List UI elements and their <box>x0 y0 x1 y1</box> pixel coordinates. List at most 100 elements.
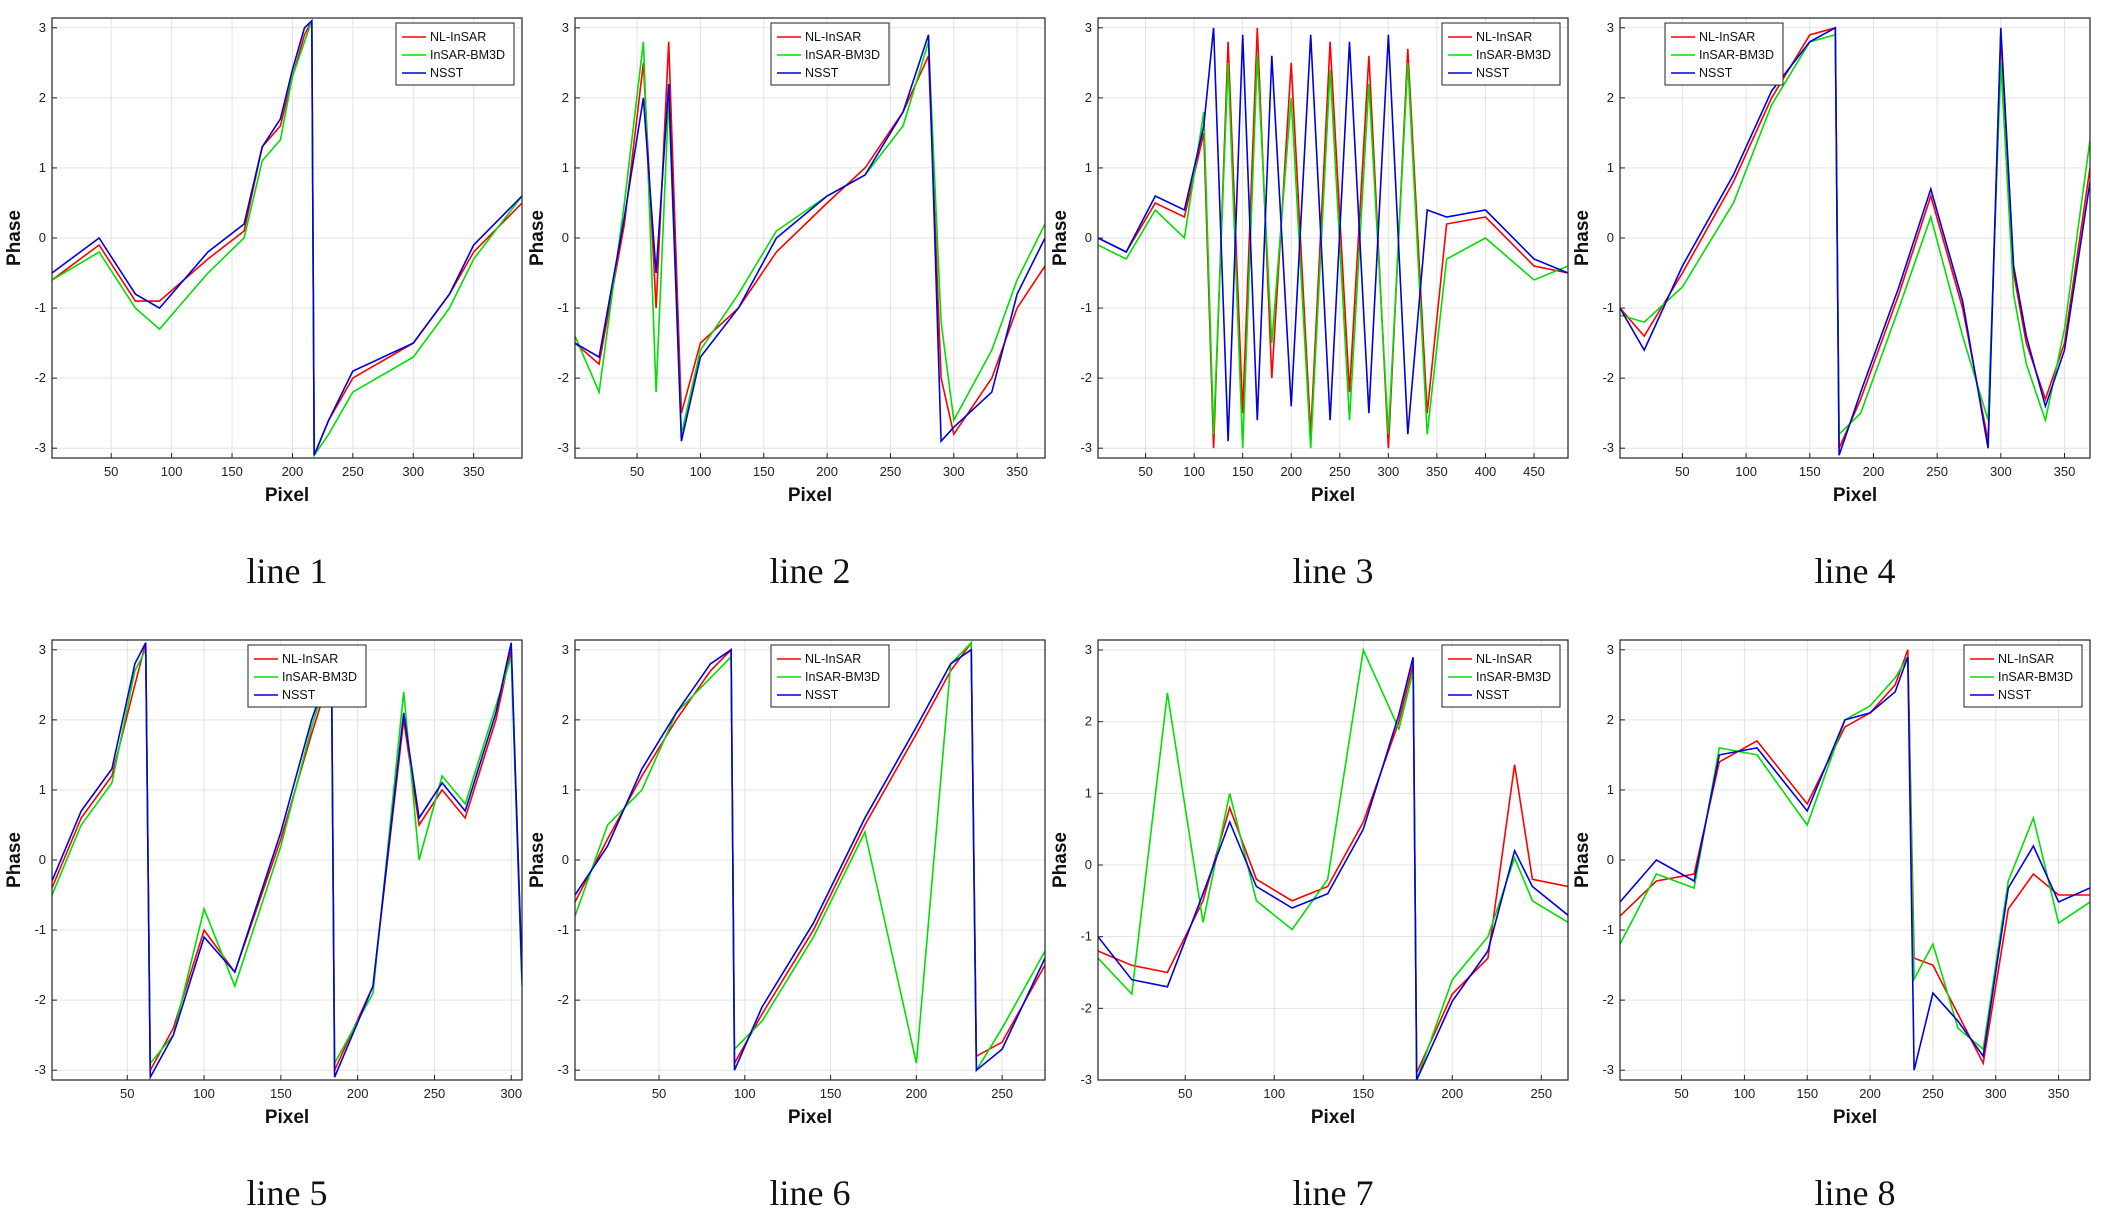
legend: NL-InSAR InSAR-BM3D NSST <box>1963 644 2083 708</box>
series-line-nsst <box>1620 26 2090 456</box>
x-tick-label: 150 <box>1799 464 1821 479</box>
x-tick-label: 200 <box>905 1086 927 1101</box>
y-tick-label: -2 <box>557 992 569 1007</box>
x-tick-label: 150 <box>820 1086 842 1101</box>
legend-label: NL-InSAR <box>805 652 861 666</box>
y-tick-label: 0 <box>1607 230 1614 245</box>
legend-label: InSAR-BM3D <box>1476 48 1551 62</box>
legend-label: NL-InSAR <box>1476 652 1532 666</box>
x-tick-label: 200 <box>1280 464 1302 479</box>
y-tick-label: -3 <box>557 440 569 455</box>
y-axis-title: Phase <box>527 832 548 888</box>
y-tick-label: -2 <box>1602 992 1614 1007</box>
x-axis-title: Pixel <box>1311 1107 1355 1128</box>
x-tick-label: 150 <box>221 464 243 479</box>
x-axis-title: Pixel <box>265 1107 309 1128</box>
y-tick-label: 1 <box>1085 160 1092 175</box>
x-tick-label: 150 <box>753 464 775 479</box>
y-tick-label: -2 <box>1080 370 1092 385</box>
chart-panel-4: 50 100 150 200 250 300 350 -3 -2 -1 0 1 2 3 Pixel Phase… <box>1572 17 2091 591</box>
x-axis-title: Pixel <box>1833 485 1877 506</box>
y-tick-label: 3 <box>562 20 569 35</box>
x-tick-label: 350 <box>2048 1086 2070 1101</box>
y-tick-label: 3 <box>39 642 46 657</box>
y-axis-title: Phase <box>4 832 25 888</box>
y-axis-title: Phase <box>1572 832 1593 888</box>
x-tick-label: 200 <box>816 464 838 479</box>
panel-caption: line 8 <box>1815 1173 1896 1213</box>
y-tick-label: -1 <box>557 922 569 937</box>
y-tick-label: 1 <box>1085 785 1092 800</box>
series-line-nsst <box>52 642 522 1080</box>
x-tick-label: 250 <box>991 1086 1013 1101</box>
legend-label: InSAR-BM3D <box>430 48 505 62</box>
x-tick-label: 350 <box>1006 464 1028 479</box>
legend: NL-InSAR InSAR-BM3D NSST <box>770 22 890 86</box>
legend: NL-InSAR InSAR-BM3D NSST <box>1441 22 1561 86</box>
x-tick-label: 150 <box>1232 464 1254 479</box>
x-axis-title: Pixel <box>1311 485 1355 506</box>
x-tick-label: 100 <box>1183 464 1205 479</box>
x-tick-label: 350 <box>2054 464 2076 479</box>
x-tick-label: 100 <box>1735 464 1757 479</box>
x-tick-label: 250 <box>1329 464 1351 479</box>
series-line-nl-insar <box>52 642 522 1074</box>
chart-panel-7: 50 100 150 200 250 -3 -2 -1 0 1 2 3 Pixel Phase NL-InS… <box>1050 639 1569 1213</box>
legend-label: InSAR-BM3D <box>282 670 357 684</box>
x-tick-label: 200 <box>1863 464 1885 479</box>
y-tick-label: -1 <box>1080 300 1092 315</box>
y-tick-label: -2 <box>1602 370 1614 385</box>
x-tick-label: 50 <box>1178 1086 1192 1101</box>
axes-box <box>1097 639 1569 1081</box>
y-tick-label: 3 <box>1085 20 1092 35</box>
x-axis-title: Pixel <box>788 1107 832 1128</box>
legend-label: NL-InSAR <box>282 652 338 666</box>
y-tick-label: 3 <box>1085 642 1092 657</box>
y-tick-label: 1 <box>39 160 46 175</box>
y-tick-label: 0 <box>1085 230 1092 245</box>
series-line-insar-bm3d <box>1620 33 2090 437</box>
legend-label: NSST <box>282 688 316 702</box>
legend-box <box>1963 644 2083 708</box>
x-tick-label: 100 <box>690 464 712 479</box>
legend: NL-InSAR InSAR-BM3D NSST <box>1664 22 1784 86</box>
panel-caption: line 6 <box>770 1173 851 1213</box>
y-tick-label: 0 <box>1607 852 1614 867</box>
x-tick-label: 200 <box>1441 1086 1463 1101</box>
legend-label: InSAR-BM3D <box>1476 670 1551 684</box>
x-axis-title: Pixel <box>788 485 832 506</box>
x-tick-label: 150 <box>1352 1086 1374 1101</box>
x-tick-label: 100 <box>1734 1086 1756 1101</box>
y-tick-label: -3 <box>1080 1072 1092 1087</box>
x-axis-title: Pixel <box>1833 1107 1877 1128</box>
x-tick-label: 150 <box>270 1086 292 1101</box>
x-tick-label: 100 <box>161 464 183 479</box>
chart-panel-2: 50 100 150 200 250 300 350 -3 -2 -1 0 1 2 3 Pixel Phase… <box>527 17 1046 591</box>
legend-box <box>1441 644 1561 708</box>
x-tick-label: 250 <box>342 464 364 479</box>
legend-label: NSST <box>805 688 839 702</box>
x-tick-label: 200 <box>347 1086 369 1101</box>
legend-label: NL-InSAR <box>805 30 861 44</box>
y-tick-label: -1 <box>557 300 569 315</box>
legend-label: NSST <box>430 66 464 80</box>
x-tick-label: 150 <box>1796 1086 1818 1101</box>
legend-label: InSAR-BM3D <box>805 670 880 684</box>
series-line-nsst <box>575 34 1045 444</box>
y-tick-label: 2 <box>562 90 569 105</box>
series-line-nsst <box>52 18 522 456</box>
legend-label: NL-InSAR <box>1476 30 1532 44</box>
y-tick-label: 2 <box>39 90 46 105</box>
y-tick-label: 1 <box>1607 782 1614 797</box>
y-tick-label: -2 <box>34 370 46 385</box>
legend-label: NSST <box>805 66 839 80</box>
y-tick-label: -3 <box>34 1062 46 1077</box>
x-tick-label: 300 <box>1990 464 2012 479</box>
chart-panel-5: 50 100 150 200 250 300 -3 -2 -1 0 1 2 3 Pixel Phase NL-… <box>4 639 523 1213</box>
panel-caption: line 1 <box>247 551 328 591</box>
legend: NL-InSAR InSAR-BM3D NSST <box>395 22 515 86</box>
legend-label: NSST <box>1699 66 1733 80</box>
chart-panel-1: 50 100 150 200 250 300 350 -3 -2 -1 0 1 2 3 Pixel Phase… <box>4 17 523 591</box>
y-tick-label: 2 <box>1607 90 1614 105</box>
panel-caption: line 3 <box>1293 551 1374 591</box>
